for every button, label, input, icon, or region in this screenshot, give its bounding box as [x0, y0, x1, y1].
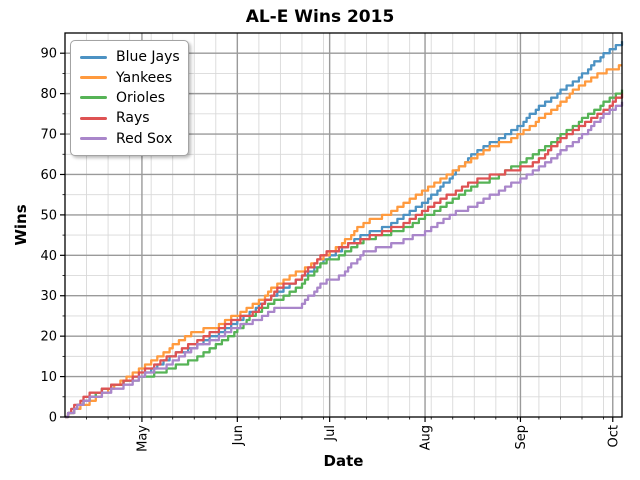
y-tick-label-30: 30 — [40, 289, 57, 304]
x-tick-label-jun: Jun — [231, 425, 246, 446]
legend-label-blue-jays: Blue Jays — [116, 49, 180, 66]
legend-item-red-sox: Red Sox — [80, 129, 179, 149]
x-axis-label: Date — [323, 452, 364, 470]
series-line-red-sox — [65, 101, 624, 419]
legend-label-yankees: Yankees — [116, 69, 173, 86]
y-tick-label-40: 40 — [40, 249, 57, 264]
x-tick-label-sep: Sep — [514, 425, 529, 450]
plot-border — [64, 32, 623, 418]
y-tick-label-0: 0 — [49, 411, 57, 426]
y-tick-label-60: 60 — [40, 168, 57, 183]
y-tick-label-80: 80 — [40, 87, 57, 102]
x-tick-label-oct: Oct — [606, 425, 621, 447]
legend-item-yankees: Yankees — [80, 67, 179, 87]
legend-swatch-orioles — [80, 96, 107, 100]
y-tick-label-90: 90 — [40, 47, 57, 62]
legend-item-blue-jays: Blue Jays — [80, 47, 180, 67]
legend-item-rays: Rays — [80, 108, 179, 128]
legend-label-red-sox: Red Sox — [116, 130, 173, 147]
chart-title: AL-E Wins 2015 — [245, 7, 395, 27]
legend-swatch-red-sox — [80, 137, 107, 141]
legend-label-orioles: Orioles — [116, 89, 166, 106]
y-axis-label: Wins — [12, 204, 30, 246]
y-tick-label-20: 20 — [40, 330, 57, 345]
series-line-rays — [65, 93, 624, 419]
x-tick-label-jul: Jul — [323, 425, 338, 442]
legend: Blue Jays Yankees Orioles Rays Red Sox — [70, 40, 189, 156]
y-tick-label-70: 70 — [40, 128, 57, 143]
y-tick-label-10: 10 — [40, 370, 57, 385]
x-tick-label-may: May — [135, 425, 150, 452]
legend-swatch-rays — [80, 116, 107, 120]
legend-swatch-yankees — [80, 76, 107, 80]
series-line-yankees — [65, 64, 622, 419]
x-tick-label-aug: Aug — [419, 425, 434, 450]
legend-swatch-blue-jays — [80, 55, 107, 59]
legend-item-orioles: Orioles — [80, 88, 179, 108]
y-tick-label-50: 50 — [40, 208, 57, 223]
legend-label-rays: Rays — [116, 110, 150, 127]
